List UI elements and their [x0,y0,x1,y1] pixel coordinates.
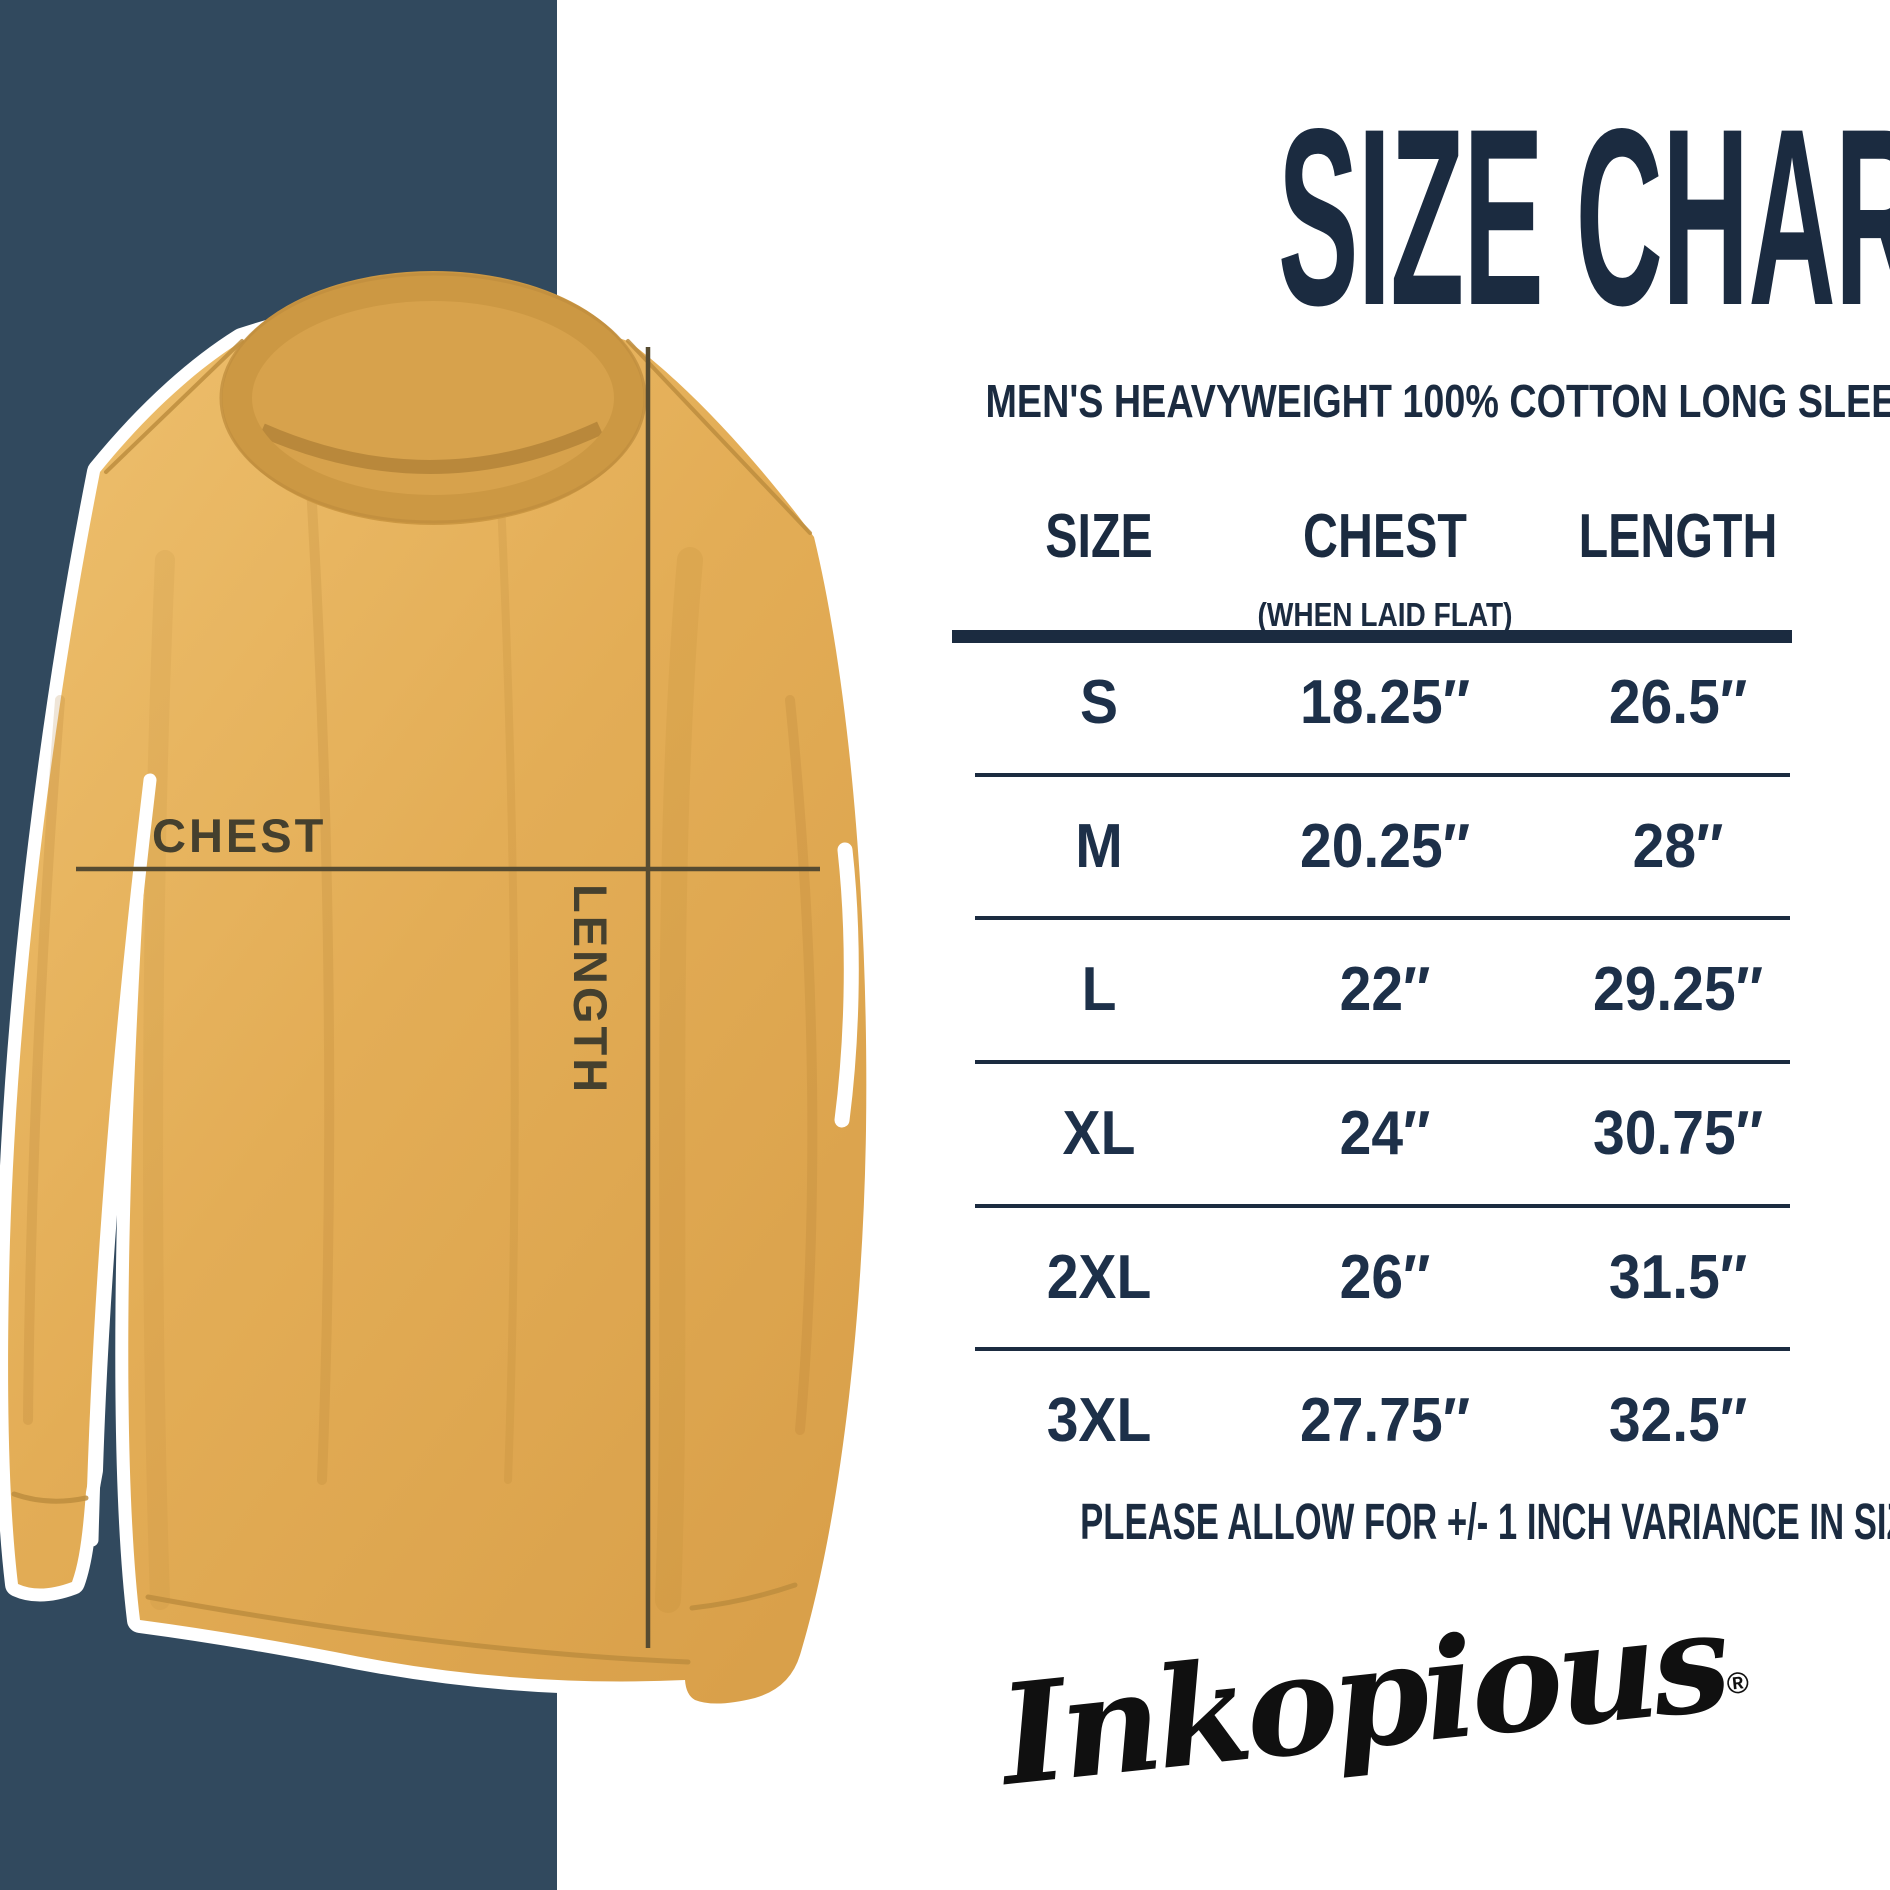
table-row: XL 24″ 30.75″ [975,1060,1790,1204]
chest-value: 24″ [1339,1098,1431,1168]
shirt-collar [219,271,647,525]
variance-note: PLEASE ALLOW FOR +/- 1 INCH VARIANCE IN … [1080,1493,1890,1550]
chest-value: 26″ [1339,1242,1431,1312]
table-row: S 18.25″ 26.5″ [975,633,1790,773]
length-value: 28″ [1632,811,1724,881]
table-row: 3XL 27.75″ 32.5″ [975,1347,1790,1491]
chest-value: 20.25″ [1299,811,1471,881]
table-row: M 20.25″ 28″ [975,772,1790,917]
length-value: 29.25″ [1592,955,1764,1025]
brand-logo: Inkopious® [993,1579,1750,1817]
size-value: 2XL [1046,1242,1152,1312]
chest-column-note: (WHEN LAID FLAT) [1257,596,1513,633]
length-value: 26.5″ [1608,667,1748,737]
shirt-silhouette [0,271,880,1717]
chest-measure-label: CHEST [152,809,326,862]
size-value: S [1079,667,1119,737]
length-measure-label: LENGTH [564,884,617,1095]
length-value: 32.5″ [1608,1386,1748,1456]
size-value: 3XL [1046,1386,1152,1456]
shirt-photo: CHEST LENGTH [0,271,880,1717]
length-value: 31.5″ [1608,1242,1748,1312]
measurement-guides: CHEST LENGTH [76,347,820,1648]
table-row: L 22″ 29.25″ [975,916,1790,1060]
size-table-body: S 18.25″ 26.5″ M 20.25″ 28″ L 22″ 29.25″… [975,633,1790,1491]
size-value: XL [1062,1098,1136,1168]
chest-value: 27.75″ [1299,1386,1471,1456]
column-header-length: LENGTH [1578,502,1778,571]
table-row: 2XL 26″ 31.5″ [975,1203,1790,1348]
table-header-rule [952,630,1792,643]
brand-name: Inkopious [993,1578,1733,1817]
registered-trademark-icon: ® [1725,1666,1751,1702]
size-value: M [1075,811,1123,881]
length-value: 30.75″ [1592,1098,1764,1168]
size-value: L [1081,955,1117,1025]
column-header-size: SIZE [1045,502,1153,571]
page-title: SIZE CHART [1277,77,1890,358]
chest-value: 22″ [1339,955,1431,1025]
column-header-chest: CHEST [1303,502,1467,571]
product-subtitle: MEN'S HEAVYWEIGHT 100% COTTON LONG SLEEV… [985,375,1890,427]
chest-value: 18.25″ [1299,667,1471,737]
